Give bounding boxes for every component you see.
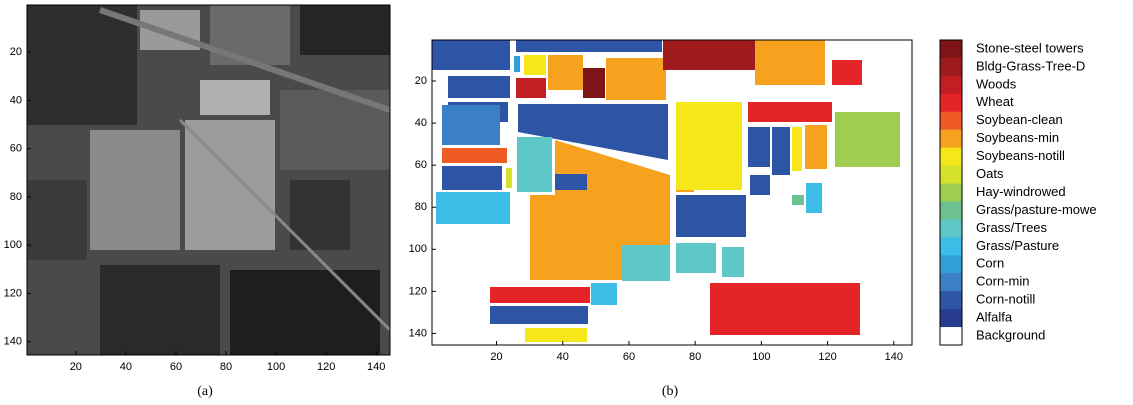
x-tick-label: 60 [170, 361, 182, 373]
label-map [432, 40, 912, 345]
grayscale-image [27, 5, 390, 355]
x-tick-label: 20 [490, 351, 502, 363]
x-tick-label: 80 [689, 351, 701, 363]
legend-label: Grass/Pasture [976, 238, 1059, 253]
legend-label: Grass/Trees [976, 220, 1048, 235]
y-tick-label: 20 [10, 46, 22, 58]
y-tick-label: 140 [4, 336, 22, 348]
legend-label: Background [976, 327, 1045, 342]
legend-label: Wheat [976, 94, 1014, 109]
y-tick-label: 80 [10, 191, 22, 203]
y-tick-label: 20 [415, 75, 427, 87]
axes-frame [431, 39, 913, 346]
x-tick-label: 140 [367, 361, 385, 373]
x-tick-label: 80 [220, 361, 232, 373]
caption: (a) [197, 384, 213, 399]
x-tick-label: 140 [885, 351, 903, 363]
colorbar-swatch [940, 237, 962, 256]
y-tick-label: 120 [4, 287, 22, 299]
legend-label: Grass/pasture-mowe [976, 202, 1097, 217]
caption: (b) [662, 384, 679, 399]
colorbar-swatch [940, 183, 962, 202]
colorbar-swatch [940, 309, 962, 328]
y-tick-label: 120 [409, 285, 427, 297]
colorbar-swatch [940, 255, 962, 274]
x-tick-label: 20 [70, 361, 82, 373]
legend-label: Corn-min [976, 274, 1029, 289]
y-tick-label: 80 [415, 201, 427, 213]
legend-label: Woods [976, 76, 1017, 91]
y-tick-label: 40 [415, 117, 427, 129]
legend-label: Bldg-Grass-Tree-D [976, 58, 1085, 73]
colorbar-swatch [940, 291, 962, 310]
colorbar-swatch [940, 129, 962, 149]
x-tick-label: 40 [557, 351, 569, 363]
y-tick-label: 40 [10, 94, 22, 106]
legend-label: Alfalfa [976, 310, 1013, 325]
legend-label: Oats [976, 166, 1004, 181]
y-tick-label: 60 [10, 143, 22, 155]
x-tick-label: 120 [317, 361, 335, 373]
colorbar-swatch [940, 201, 962, 220]
y-tick-label: 100 [4, 239, 22, 251]
legend-label: Soybeans-min [976, 130, 1059, 145]
colorbar-swatch [940, 147, 962, 167]
colorbar-frame [939, 39, 963, 346]
colorbar-swatch [940, 93, 962, 113]
colorbar-swatch [940, 165, 962, 185]
colorbar-swatch [940, 75, 962, 95]
legend-label: Soybeans-notill [976, 148, 1065, 163]
x-tick-label: 120 [818, 351, 836, 363]
y-tick-label: 140 [409, 327, 427, 339]
colorbar-swatch [940, 40, 962, 59]
legend-label: Soybean-clean [976, 112, 1063, 127]
legend-label: Stone-steel towers [976, 40, 1084, 55]
colorbar-swatch [940, 57, 962, 77]
axes-frame [26, 4, 391, 356]
colorbar-swatch [940, 219, 962, 238]
x-tick-label: 60 [623, 351, 635, 363]
legend-label: Hay-windrowed [976, 184, 1066, 199]
colorbar-swatch [940, 327, 962, 346]
y-tick-label: 100 [409, 243, 427, 255]
legend-label: Corn-notill [976, 292, 1035, 307]
x-tick-label: 40 [120, 361, 132, 373]
x-tick-label: 100 [267, 361, 285, 373]
colorbar-swatch [940, 111, 962, 131]
y-tick-label: 60 [415, 159, 427, 171]
colorbar-swatch [940, 273, 962, 292]
legend-label: Corn [976, 256, 1004, 271]
x-tick-label: 100 [752, 351, 770, 363]
